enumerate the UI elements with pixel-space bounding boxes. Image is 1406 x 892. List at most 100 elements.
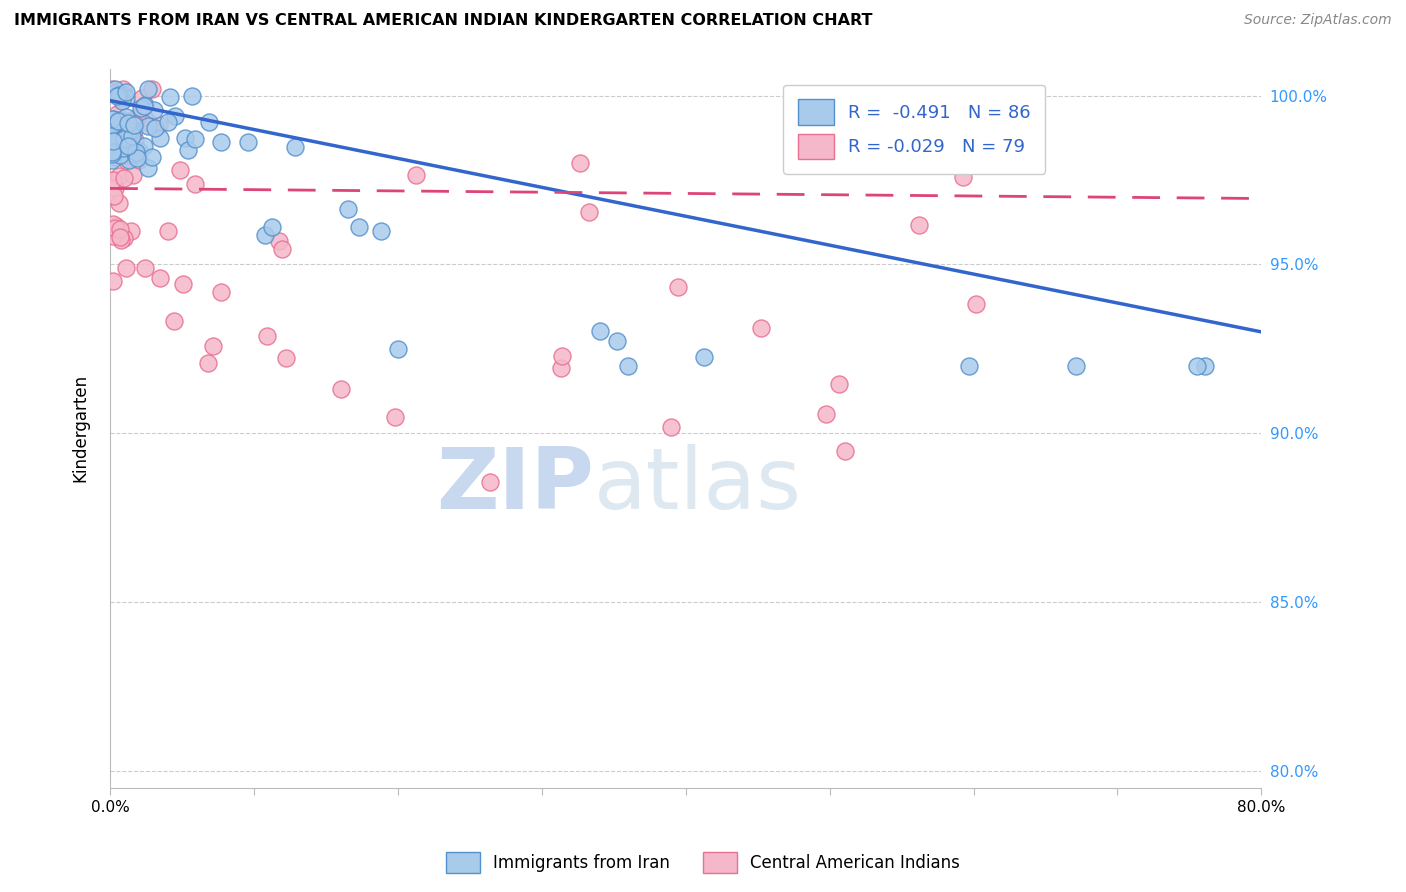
Point bbox=[284, 140, 307, 154]
Point bbox=[100, 112, 122, 126]
Point bbox=[100, 116, 122, 130]
Point bbox=[254, 227, 277, 242]
Point bbox=[108, 113, 131, 128]
Point bbox=[122, 123, 145, 137]
Point bbox=[184, 131, 207, 145]
Point bbox=[103, 220, 125, 235]
Point bbox=[108, 230, 131, 244]
Point bbox=[957, 359, 980, 373]
Point bbox=[110, 120, 132, 135]
Point bbox=[100, 118, 122, 132]
Point bbox=[197, 356, 219, 370]
Point bbox=[115, 261, 138, 276]
Point bbox=[112, 82, 135, 96]
Point bbox=[103, 136, 125, 150]
Point bbox=[551, 350, 574, 364]
Point bbox=[103, 86, 125, 100]
Point bbox=[115, 145, 138, 160]
Point bbox=[606, 334, 628, 349]
Point bbox=[112, 124, 135, 138]
Point bbox=[118, 124, 141, 138]
Point bbox=[118, 145, 141, 160]
Point bbox=[108, 169, 131, 184]
Point bbox=[142, 103, 165, 117]
Point bbox=[141, 150, 163, 164]
Point bbox=[103, 150, 125, 164]
Point bbox=[117, 113, 139, 128]
Point bbox=[1194, 359, 1216, 373]
Point bbox=[1064, 359, 1087, 373]
Point bbox=[100, 132, 122, 146]
Point bbox=[107, 128, 129, 143]
Point bbox=[198, 115, 221, 129]
Point bbox=[815, 408, 838, 422]
Point bbox=[125, 145, 148, 159]
Point bbox=[370, 224, 392, 238]
Point bbox=[183, 177, 205, 191]
Point bbox=[569, 156, 592, 170]
Point bbox=[134, 260, 156, 275]
Point bbox=[125, 111, 148, 125]
Point bbox=[149, 270, 172, 285]
Point bbox=[107, 127, 129, 141]
Point bbox=[209, 285, 232, 299]
Point bbox=[107, 114, 129, 128]
Point bbox=[114, 130, 136, 145]
Point bbox=[209, 135, 232, 149]
Point bbox=[101, 145, 124, 159]
Point bbox=[108, 127, 131, 141]
Point bbox=[108, 88, 131, 103]
Point bbox=[156, 224, 179, 238]
Point bbox=[834, 443, 856, 458]
Point bbox=[101, 146, 124, 161]
Point bbox=[589, 324, 612, 338]
Point bbox=[117, 138, 139, 153]
Point bbox=[100, 120, 122, 135]
Point bbox=[112, 132, 135, 146]
Point bbox=[121, 128, 143, 143]
Point bbox=[107, 143, 129, 157]
Point bbox=[112, 88, 135, 103]
Point bbox=[269, 234, 291, 248]
Point bbox=[347, 220, 370, 235]
Point bbox=[110, 234, 132, 248]
Point bbox=[141, 82, 163, 96]
Point bbox=[124, 133, 146, 147]
Point bbox=[104, 139, 127, 153]
Text: atlas: atlas bbox=[593, 444, 801, 527]
Point bbox=[101, 228, 124, 243]
Point bbox=[124, 117, 146, 131]
Point bbox=[110, 129, 132, 144]
Point bbox=[405, 168, 427, 182]
Point bbox=[115, 154, 138, 169]
Point bbox=[110, 148, 132, 162]
Point bbox=[180, 89, 202, 103]
Point bbox=[104, 181, 127, 195]
Point bbox=[666, 279, 689, 293]
Point bbox=[115, 133, 138, 147]
Point bbox=[661, 420, 683, 434]
Point bbox=[143, 120, 166, 135]
Point bbox=[105, 150, 128, 164]
Point bbox=[276, 351, 298, 365]
Point bbox=[1185, 359, 1208, 373]
Point bbox=[965, 297, 987, 311]
Point bbox=[330, 383, 353, 397]
Point bbox=[120, 224, 142, 238]
Point bbox=[907, 218, 929, 232]
Point bbox=[120, 123, 142, 137]
Point bbox=[148, 118, 170, 132]
Point bbox=[616, 359, 638, 373]
Point bbox=[110, 222, 132, 236]
Point bbox=[122, 118, 145, 132]
Point bbox=[202, 339, 225, 353]
Text: Source: ZipAtlas.com: Source: ZipAtlas.com bbox=[1244, 13, 1392, 28]
Point bbox=[101, 112, 124, 127]
Point bbox=[136, 114, 159, 128]
Point bbox=[100, 145, 122, 159]
Point bbox=[128, 153, 150, 167]
Y-axis label: Kindergarten: Kindergarten bbox=[72, 374, 89, 483]
Point bbox=[169, 163, 191, 178]
Point bbox=[118, 153, 141, 168]
Point bbox=[134, 138, 156, 153]
